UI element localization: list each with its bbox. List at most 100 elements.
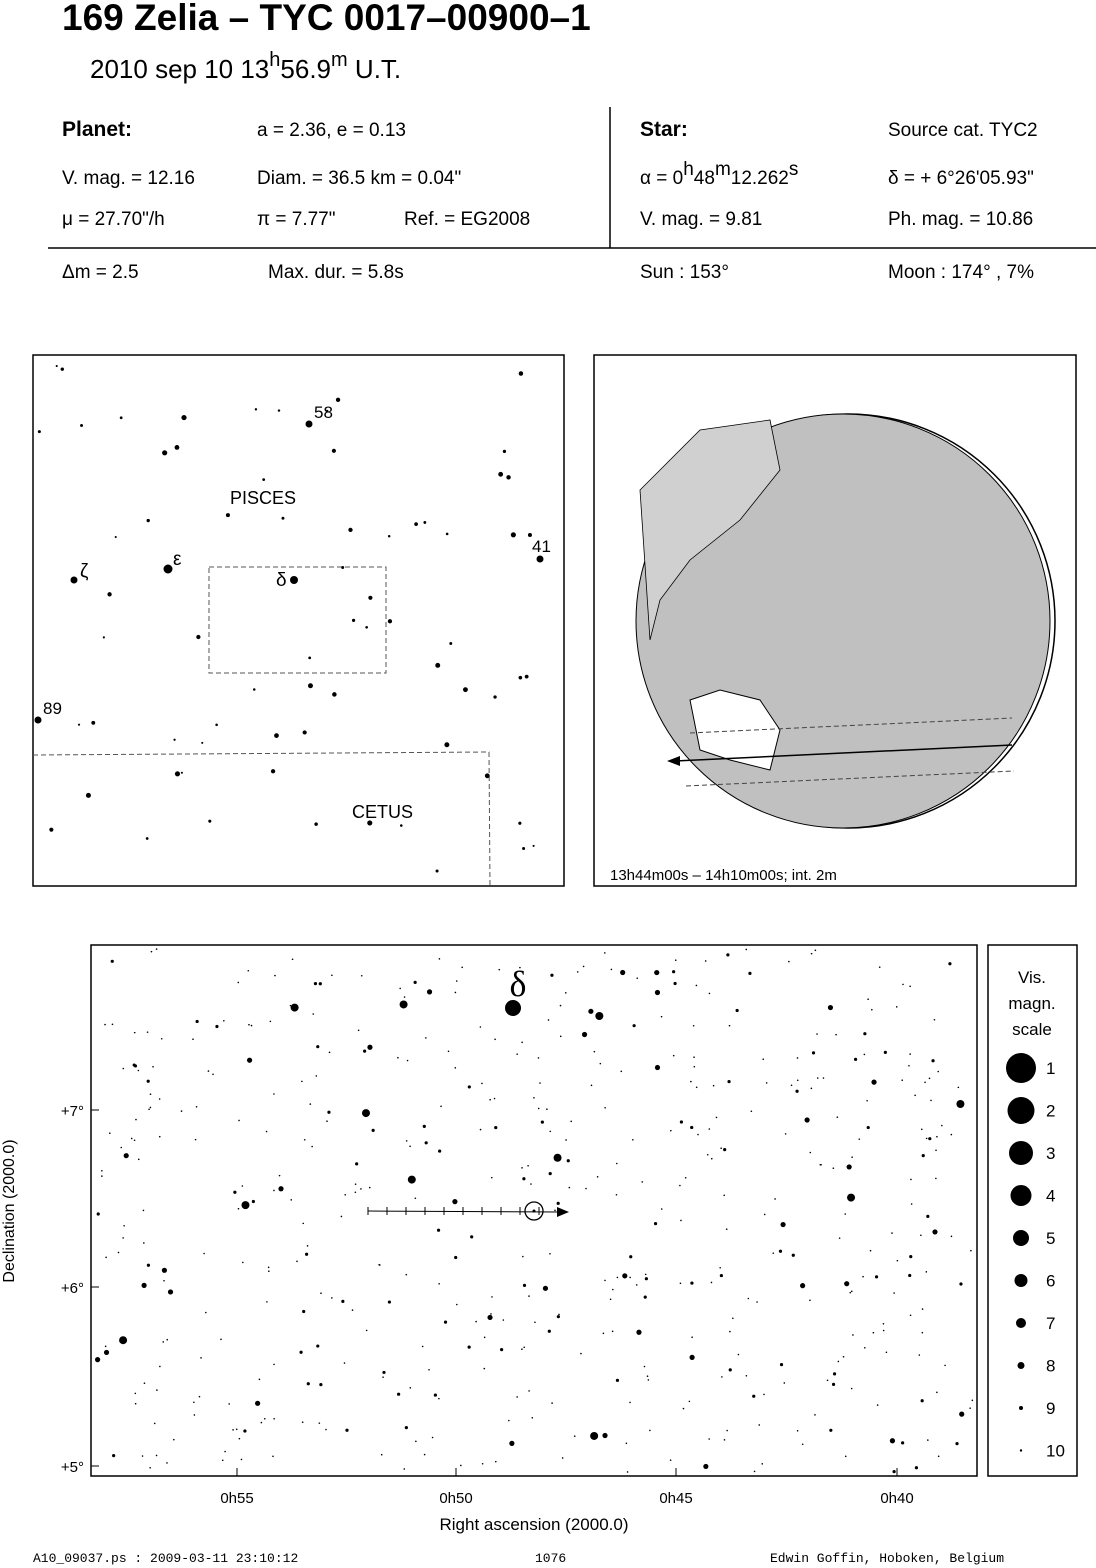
star [753, 1470, 756, 1473]
star [461, 966, 463, 969]
star [533, 1097, 535, 1099]
star [155, 1454, 158, 1457]
star [203, 1252, 205, 1255]
star [528, 1390, 530, 1392]
star [878, 966, 881, 968]
star [167, 1289, 174, 1295]
star [463, 687, 468, 693]
star [158, 1135, 161, 1138]
frame [90, 944, 978, 1477]
star [695, 1086, 698, 1089]
star [49, 827, 54, 832]
star [708, 992, 711, 995]
star [490, 1313, 492, 1315]
star [155, 948, 158, 950]
star [150, 950, 153, 953]
star [790, 1084, 793, 1087]
path-limit [685, 770, 1015, 787]
star [763, 1393, 765, 1396]
star [846, 1164, 852, 1170]
star [198, 1395, 201, 1398]
star [361, 1109, 370, 1118]
star [470, 1235, 474, 1239]
star [654, 989, 661, 996]
path-limit [689, 717, 1013, 734]
star [537, 1057, 540, 1059]
star [599, 1062, 602, 1065]
star [258, 1378, 261, 1381]
star [941, 1124, 943, 1127]
star [438, 1397, 440, 1400]
star [519, 966, 521, 969]
star [103, 1349, 110, 1356]
star [853, 1057, 858, 1061]
star [399, 1000, 408, 1009]
star [750, 1110, 753, 1113]
star [70, 576, 78, 584]
legend-label: 1 [1046, 1059, 1055, 1078]
star [944, 1364, 946, 1367]
legend-dot [1007, 1097, 1035, 1124]
legend-label: 5 [1046, 1229, 1055, 1248]
star [723, 1148, 727, 1152]
star [788, 960, 790, 963]
star [193, 1414, 196, 1416]
star [521, 1348, 523, 1351]
star [551, 1402, 553, 1404]
star [232, 1429, 234, 1431]
star [647, 1379, 650, 1381]
star [238, 1119, 240, 1122]
star [493, 695, 497, 699]
star [516, 1053, 518, 1055]
star [290, 1003, 299, 1012]
star [367, 820, 373, 826]
ref: Ref. = EG2008 [404, 209, 530, 230]
source: Source cat. TYC2 [888, 120, 1038, 141]
star [180, 771, 183, 774]
legend-label: 6 [1046, 1272, 1055, 1291]
star [109, 1132, 111, 1135]
star [914, 1094, 916, 1097]
star [909, 985, 911, 988]
star [302, 730, 307, 735]
star [524, 674, 529, 679]
star [872, 1331, 875, 1334]
star [445, 532, 449, 536]
star [693, 1065, 696, 1068]
star [908, 1273, 912, 1278]
star [863, 1053, 866, 1056]
star [308, 656, 312, 660]
star [969, 1407, 971, 1409]
star [77, 723, 81, 726]
star [91, 720, 96, 725]
star [521, 1167, 523, 1169]
star [728, 1368, 732, 1372]
x-tick-label: 0h45 [659, 1490, 692, 1507]
star [536, 555, 544, 563]
star [291, 958, 294, 961]
star [137, 1158, 140, 1161]
star [225, 513, 230, 518]
star [405, 1273, 408, 1276]
star [554, 1209, 556, 1212]
star [312, 1013, 315, 1015]
star [763, 1213, 766, 1216]
star [693, 1056, 695, 1058]
sun: Sun : 153° [640, 262, 729, 283]
star [122, 1067, 125, 1070]
star [660, 1015, 663, 1018]
star [273, 1418, 275, 1420]
star [272, 1455, 274, 1458]
star [732, 1317, 734, 1320]
star [518, 821, 522, 825]
star [397, 1056, 399, 1059]
star [344, 1193, 347, 1196]
star [796, 1057, 799, 1059]
star [354, 1191, 357, 1194]
star [604, 1279, 606, 1282]
star [368, 595, 373, 600]
star [363, 1049, 367, 1053]
star [254, 408, 258, 411]
star [484, 773, 490, 779]
star [221, 1459, 224, 1462]
